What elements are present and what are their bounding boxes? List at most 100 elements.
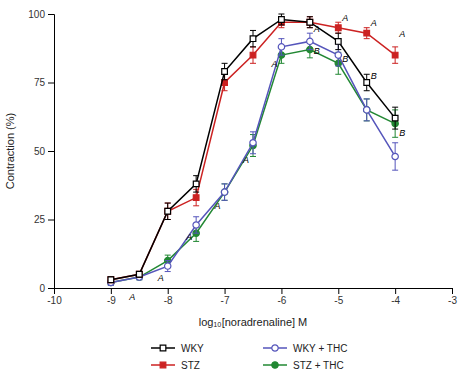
- error-bar: [392, 107, 398, 129]
- x-tick: -9: [107, 288, 116, 306]
- error-bar: [193, 217, 199, 233]
- y-tick: 75: [34, 77, 54, 88]
- data-point: [193, 222, 199, 228]
- error-bar: [165, 261, 171, 272]
- data-point: [335, 52, 341, 58]
- error-bar: [392, 143, 398, 170]
- error-bar: [335, 22, 341, 33]
- error-bar: [364, 99, 370, 121]
- error-bar: [222, 63, 228, 79]
- data-point: [108, 277, 114, 283]
- error-bar: [136, 272, 142, 277]
- annotation: A: [128, 292, 135, 302]
- y-tick-mark: [48, 288, 54, 289]
- series-line: [111, 41, 395, 282]
- data-point: [307, 19, 313, 25]
- error-bar: [278, 39, 284, 55]
- x-tick-mark: [395, 288, 396, 294]
- annotation: A: [157, 273, 164, 283]
- error-bar: [335, 33, 341, 49]
- data-point: [392, 153, 398, 159]
- legend-label: STZ: [181, 360, 200, 371]
- y-tick-label: 50: [34, 146, 46, 157]
- data-point: [364, 107, 370, 113]
- error-bar: [307, 33, 313, 49]
- data-point: [221, 189, 227, 195]
- error-bar: [392, 47, 398, 63]
- y-tick-mark: [48, 14, 54, 15]
- series-group: [108, 14, 399, 286]
- x-axis-title: log₁₀[noradrenaline] M: [199, 316, 308, 328]
- legend-swatch-marker: [272, 345, 278, 351]
- y-tick-label: 75: [34, 77, 46, 88]
- annotation: B: [371, 71, 377, 81]
- series: [108, 17, 398, 283]
- legend-swatch-marker: [272, 362, 278, 368]
- error-bar: [364, 28, 370, 39]
- x-tick-mark: [111, 288, 112, 294]
- x-tick: -3: [448, 288, 457, 306]
- plot: -10-9-8-7-6-5-4-30255075100log₁₀[noradre…: [4, 9, 457, 371]
- error-bar: [250, 132, 256, 154]
- x-tick-label: -10: [47, 295, 62, 306]
- legend-swatch-marker: [160, 362, 166, 368]
- annotation: A: [313, 24, 320, 34]
- y-tick: 100: [28, 9, 54, 20]
- annotation: A: [341, 13, 348, 23]
- x-tick-label: -6: [277, 295, 286, 306]
- annotations: AAAAAAAAAABBBB: [128, 13, 405, 302]
- error-bar: [250, 30, 256, 46]
- y-tick-mark: [48, 83, 54, 84]
- x-tick: -8: [164, 288, 173, 306]
- data-point: [250, 140, 256, 146]
- annotation: B: [399, 128, 405, 138]
- error-bar: [307, 17, 313, 28]
- data-point: [335, 39, 341, 45]
- x-axis: -10-9-8-7-6-5-4-3: [47, 288, 457, 306]
- data-point: [250, 36, 256, 42]
- y-axis: 0 25 50 75 100: [28, 9, 54, 294]
- series: [108, 14, 398, 283]
- data-point: [392, 115, 398, 121]
- data-point: [165, 263, 171, 269]
- y-axis-title: Contraction (%): [4, 113, 16, 189]
- x-tick: -6: [277, 288, 286, 306]
- data-point: [165, 208, 171, 214]
- y-tick: 50: [34, 146, 54, 157]
- error-bar: [108, 277, 114, 282]
- x-tick-mark: [281, 288, 282, 294]
- data-point: [335, 25, 341, 31]
- legend-label: WKY + THC: [293, 343, 347, 354]
- data-point: [165, 208, 171, 214]
- annotation: A: [214, 201, 221, 211]
- annotation: A: [370, 18, 377, 28]
- x-tick-label: -3: [448, 295, 457, 306]
- y-tick-mark: [48, 220, 54, 221]
- x-tick: -10: [47, 288, 62, 306]
- data-point: [307, 38, 313, 44]
- legend-item: WKY: [151, 343, 204, 354]
- annotation: B: [314, 46, 320, 56]
- legend-swatch-marker: [160, 345, 166, 351]
- error-bar: [364, 99, 370, 121]
- data-point: [193, 195, 199, 201]
- data-point: [392, 52, 398, 58]
- x-tick-mark: [338, 288, 339, 294]
- y-tick-label: 100: [28, 9, 45, 20]
- series-line: [111, 19, 395, 279]
- y-tick-label: 25: [34, 214, 46, 225]
- error-bar: [278, 17, 284, 28]
- data-point: [193, 181, 199, 187]
- error-bar: [165, 203, 171, 219]
- x-tick-label: -9: [107, 295, 116, 306]
- error-bar: [222, 184, 228, 200]
- x-tick-label: -8: [164, 295, 173, 306]
- y-tick: 0: [39, 283, 54, 294]
- annotation: A: [185, 232, 192, 242]
- error-bar: [136, 272, 142, 277]
- y-tick: 25: [34, 214, 54, 225]
- legend-label: STZ + THC: [293, 360, 344, 371]
- legend: WKY STZ WKY + THC STZ + THC: [151, 343, 347, 371]
- data-point: [364, 30, 370, 36]
- error-bar: [193, 176, 199, 192]
